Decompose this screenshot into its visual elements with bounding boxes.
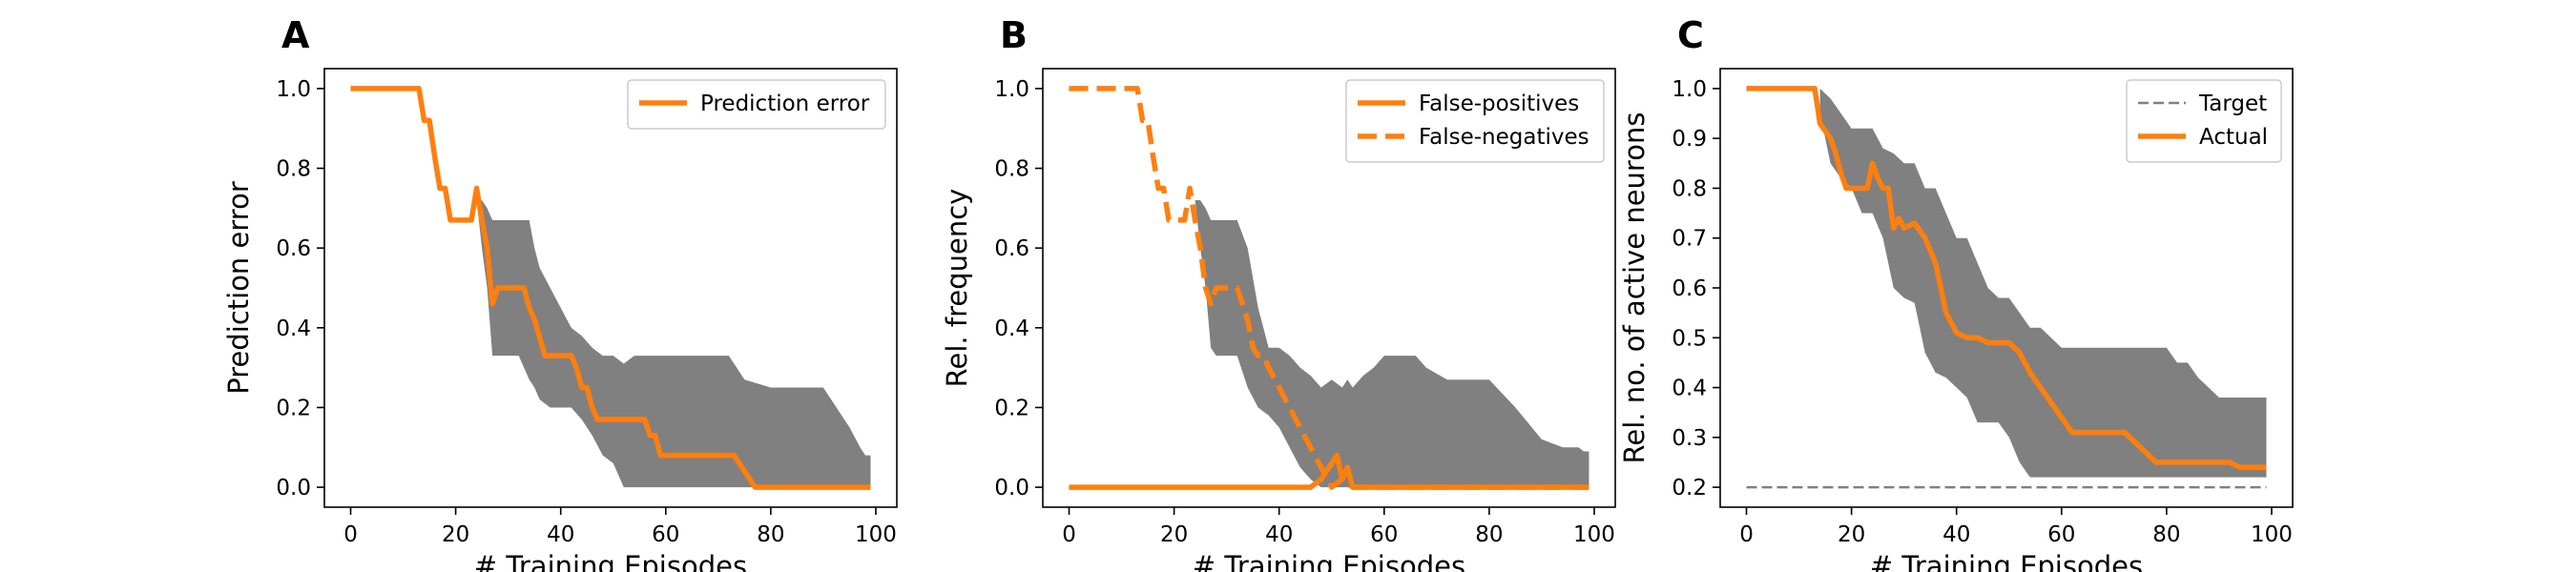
y-tick-label: 0.3: [1672, 426, 1707, 451]
series-line: [1746, 86, 2267, 470]
y-axis-label: Rel. frequency: [941, 189, 973, 388]
y-tick-label: 1.0: [276, 77, 311, 102]
y-tick-label: 0.0: [994, 476, 1029, 500]
y-tick-label: 0.2: [1672, 476, 1707, 500]
y-tick-label: 0.6: [1672, 276, 1707, 301]
x-tick-label: 100: [2251, 522, 2293, 547]
y-tick-label: 0.4: [994, 317, 1029, 341]
series-line: [350, 86, 871, 490]
y-tick-label: 0.2: [994, 396, 1029, 420]
legend-label: Actual: [2199, 125, 2268, 150]
axes-frame: [1042, 68, 1616, 508]
x-tick-label: 20: [1838, 522, 1865, 547]
y-tick-label: 0.6: [994, 236, 1029, 261]
y-tick-label: 0.4: [276, 317, 311, 341]
x-tick-label: 0: [1062, 522, 1076, 547]
y-tick-label: 0.7: [1672, 227, 1707, 252]
x-tick-label: 0: [343, 522, 358, 547]
x-tick-label: 80: [1475, 522, 1503, 547]
panel-letter: B: [1000, 14, 1028, 56]
panel-letter: A: [281, 14, 310, 56]
legend-label: False-negatives: [1419, 125, 1589, 150]
y-axis-label: Rel. no. of active neurons: [1618, 112, 1651, 464]
x-tick-label: 60: [2047, 522, 2075, 547]
legend-box: [2126, 79, 2282, 163]
x-tick-label: 40: [547, 522, 574, 547]
y-tick-label: 0.9: [1672, 127, 1707, 152]
panel-a: A 0 20 40 60 80 100 0.0 0.2 0.4 0.6 0.8 1.0 # Trainin…: [222, 14, 898, 572]
y-axis-label: Prediction error: [222, 181, 255, 395]
panel-c: C 0 20 40 60 80 100 0.2 0.3 0.4 0.5 0.6 0.7 0.8 0.9 1.0…: [1618, 14, 2294, 572]
x-tick-label: 100: [1573, 522, 1615, 547]
y-tick-label: 0.4: [1672, 377, 1707, 401]
y-tick-label: 1.0: [994, 77, 1029, 102]
legend: Prediction error: [627, 79, 886, 130]
legend-label: Target: [2198, 92, 2267, 116]
x-tick-label: 100: [855, 522, 897, 547]
y-tick-label: 0.5: [1672, 326, 1707, 351]
y-tick-label: 0.0: [276, 476, 311, 500]
x-tick-label: 40: [1265, 522, 1293, 547]
axes-frame: [323, 68, 898, 508]
x-axis-label: # Training Episodes: [474, 550, 747, 572]
legend-label: Prediction error: [700, 92, 870, 116]
y-tick-label: 0.8: [276, 157, 311, 182]
x-axis-label: # Training Episodes: [1870, 550, 2143, 572]
x-tick-label: 0: [1739, 522, 1754, 547]
legend: False-positives False-negatives: [1345, 79, 1605, 163]
x-tick-label: 40: [1942, 522, 1970, 547]
y-tick-label: 0.6: [276, 236, 311, 261]
x-tick-label: 80: [757, 522, 784, 547]
panel-letter: C: [1677, 14, 1704, 56]
x-tick-label: 20: [442, 522, 469, 547]
series-line: [1069, 86, 1589, 490]
confidence-band: [476, 200, 871, 488]
x-axis-label: # Training Episodes: [1193, 550, 1465, 572]
y-tick-label: 0.8: [994, 157, 1029, 182]
x-tick-label: 80: [2152, 522, 2180, 547]
legend-box: [1345, 79, 1605, 163]
x-tick-label: 20: [1160, 522, 1188, 547]
legend: Target Actual: [2126, 79, 2282, 163]
x-tick-label: 60: [652, 522, 679, 547]
y-tick-label: 0.8: [1672, 176, 1707, 201]
y-tick-label: 1.0: [1672, 77, 1707, 102]
panel-b: B 0 20 40 60 80 100 0.0 0.2 0.4 0.6 0.8 1.0 # Trainin…: [941, 14, 1616, 572]
legend-box: [627, 79, 886, 130]
legend-label: False-positives: [1419, 92, 1579, 116]
x-tick-label: 60: [1370, 522, 1398, 547]
confidence-band: [1819, 88, 2267, 478]
y-tick-label: 0.2: [276, 396, 311, 420]
